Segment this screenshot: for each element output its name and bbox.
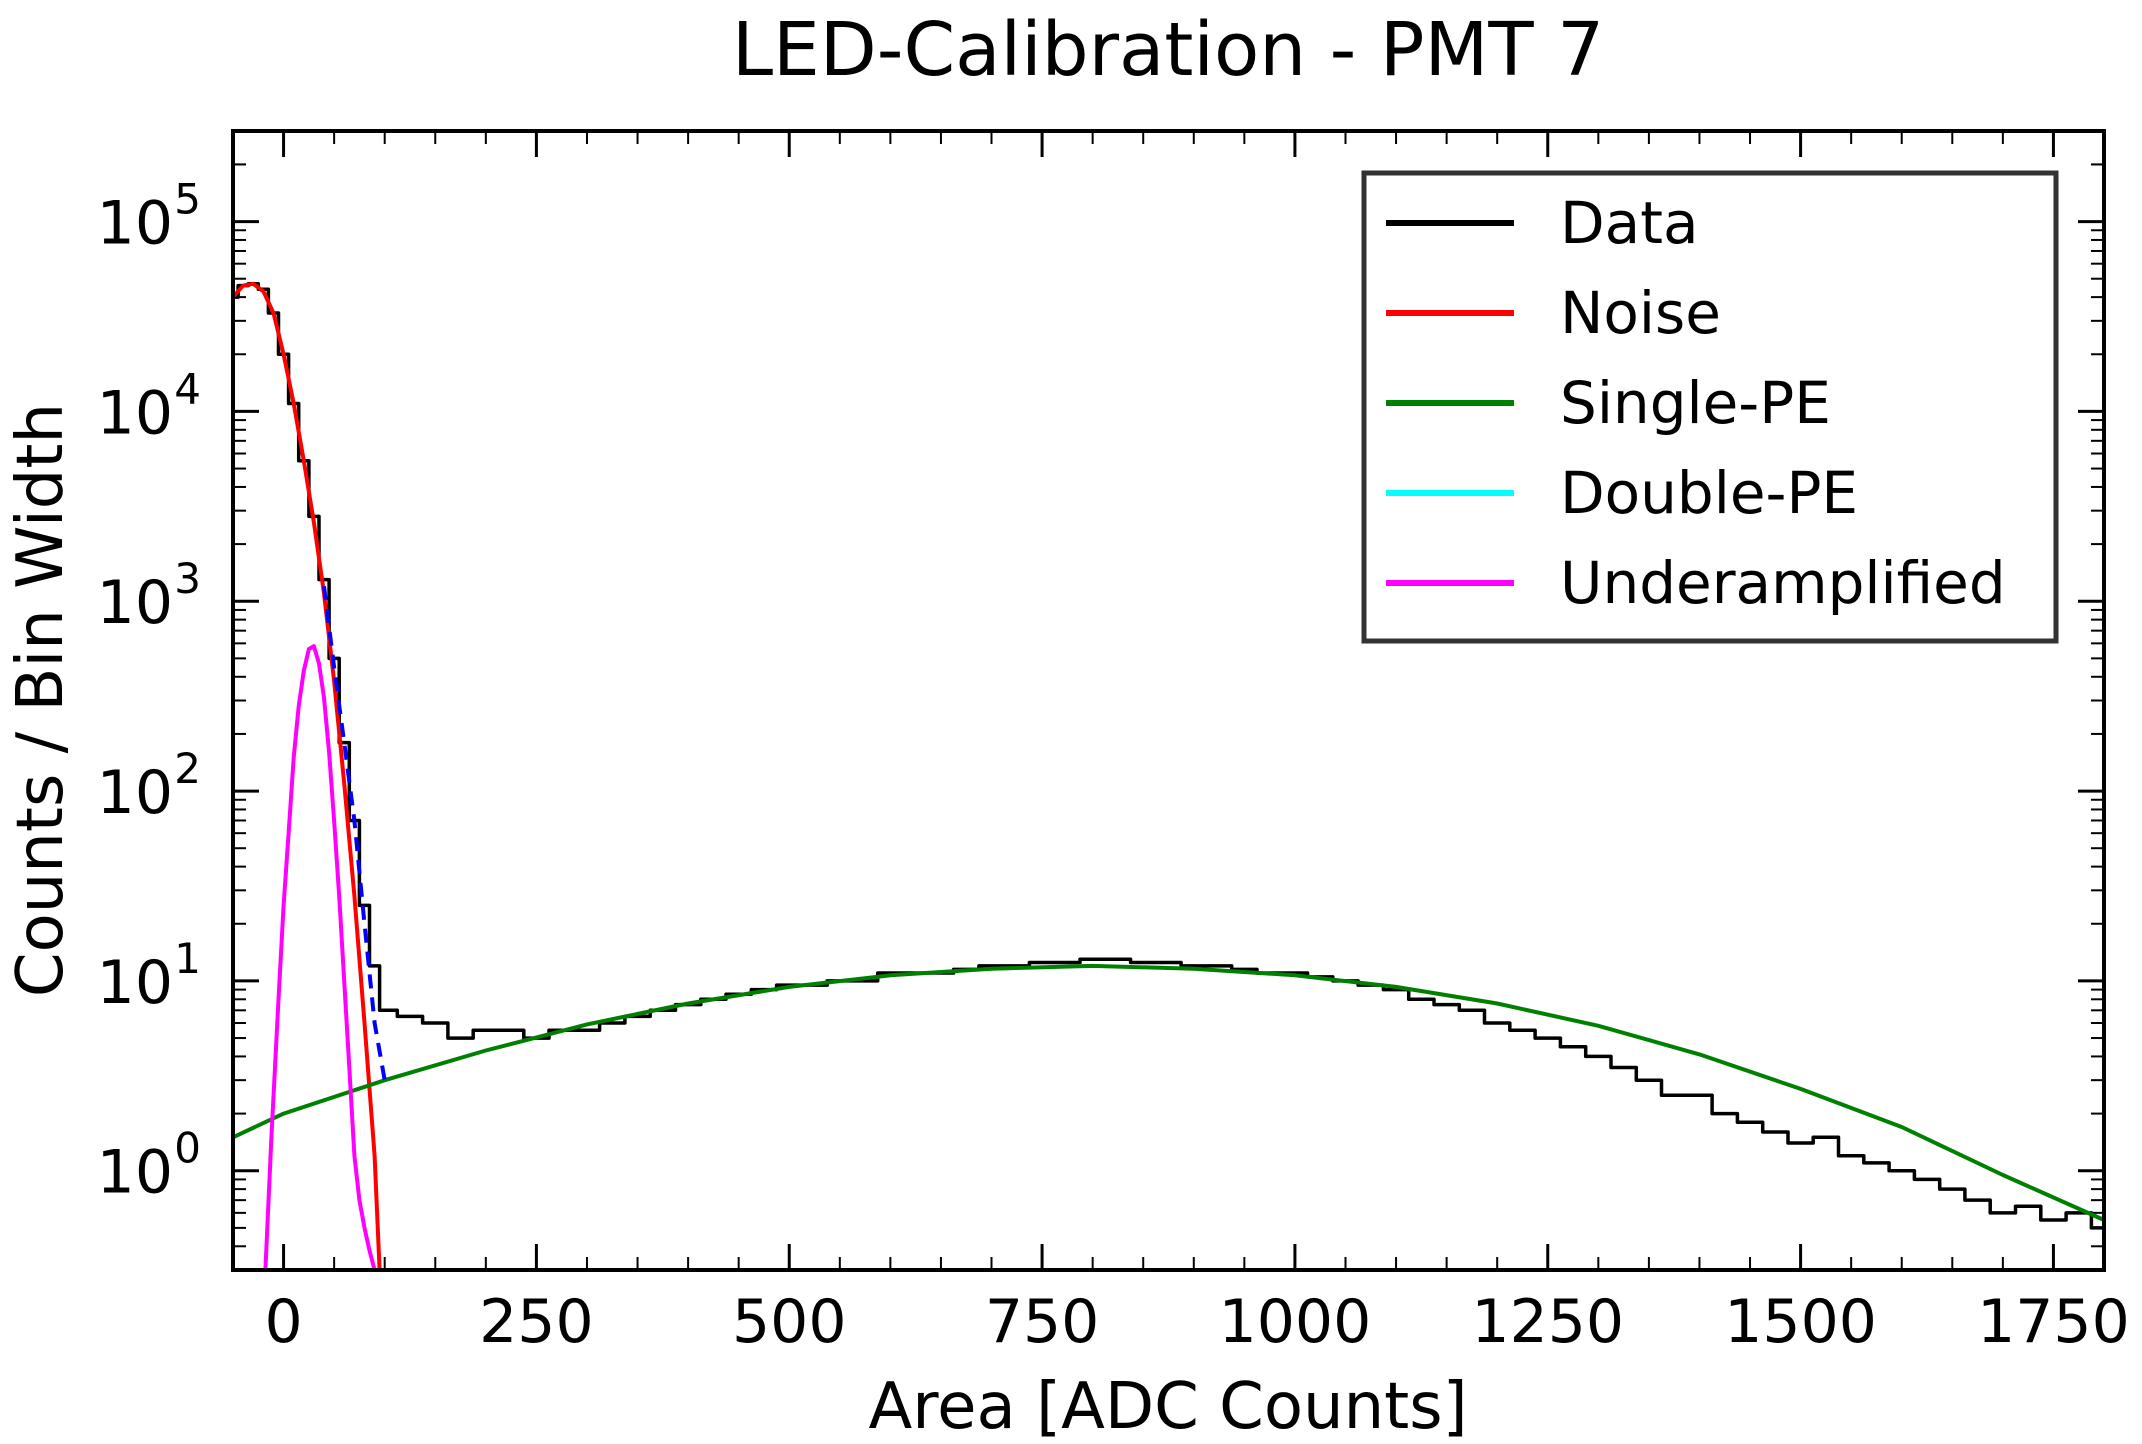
y-tick-label: 10: [97, 1138, 173, 1208]
y-tick-exponent: 0: [174, 1124, 201, 1173]
series-data: [233, 282, 2104, 1230]
y-tick-base: 10: [97, 189, 173, 259]
legend-label: Data: [1560, 189, 1699, 257]
legend-label: Underamplified: [1560, 549, 2006, 617]
x-axis-label: Area [ADC Counts]: [868, 1370, 1467, 1444]
x-tick-label: 0: [264, 1287, 302, 1357]
legend: Data Noise Single-PE Double-PE Underamplifie…: [1361, 170, 2059, 644]
x-tick-label: 750: [985, 1287, 1100, 1357]
legend-box: [1361, 170, 2059, 644]
x-tick-label: 250: [479, 1287, 594, 1357]
legend-label: Noise: [1560, 279, 1721, 347]
series-underamplified: [263, 644, 377, 1270]
y-tick-exponent: 3: [174, 554, 201, 603]
y-tick-base: 10: [97, 948, 173, 1018]
x-tick-label: 1250: [1471, 1287, 1624, 1357]
y-tick-label: 10: [97, 948, 173, 1018]
chart-title: LED-Calibration - PMT 7: [732, 7, 1604, 93]
series-single-pe: [233, 963, 2104, 1222]
y-tick-base: 10: [97, 568, 173, 638]
y-tick-exponent: 4: [174, 364, 201, 413]
y-tick-base: 10: [97, 378, 173, 448]
x-tick-label: 500: [732, 1287, 847, 1357]
y-tick-base: 10: [97, 1138, 173, 1208]
y-tick-exponent: 1: [174, 934, 201, 983]
plot-frame: [231, 129, 2106, 1272]
series-noise: [233, 281, 382, 1270]
y-axis-label: Counts / Bin Width: [4, 403, 78, 997]
y-tick-label: 10: [97, 378, 173, 448]
x-tick-label: 1000: [1219, 1287, 1372, 1357]
series-total-fit: [322, 585, 387, 1081]
legend-label: Double-PE: [1560, 459, 1858, 527]
y-tick-base: 10: [97, 758, 173, 828]
y-tick-label: 10: [97, 189, 173, 259]
y-tick-exponent: 2: [174, 744, 201, 793]
y-tick-label: 10: [97, 568, 173, 638]
series-layer: [233, 281, 2104, 1270]
y-tick-exponent: 5: [174, 175, 201, 224]
x-tick-label: 1750: [1977, 1287, 2130, 1357]
y-tick-label: 10: [97, 758, 173, 828]
legend-label: Single-PE: [1560, 369, 1831, 437]
x-tick-label: 1500: [1724, 1287, 1877, 1357]
